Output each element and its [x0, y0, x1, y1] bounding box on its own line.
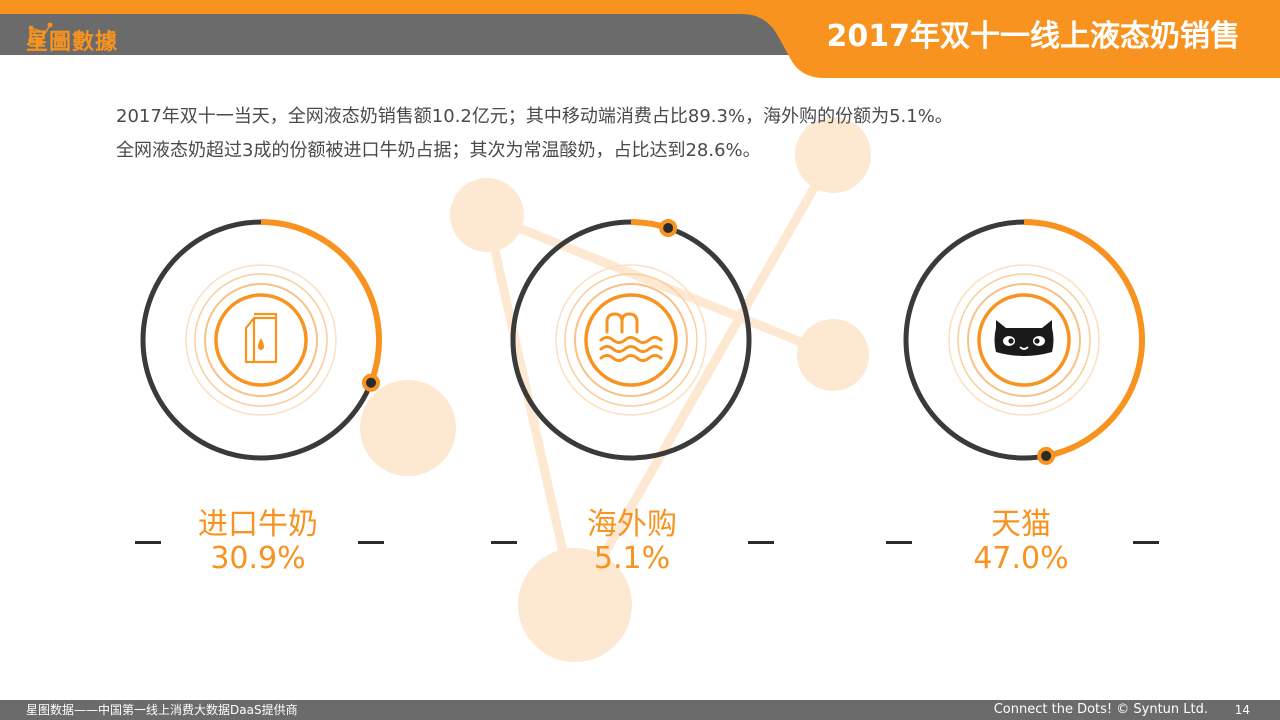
gauge-knob-center: [663, 223, 674, 234]
gauge-overseas-purchase: [501, 210, 761, 470]
page-number: 14: [1234, 703, 1250, 717]
stat-imported-milk: 进口牛奶 30.9%: [108, 508, 408, 576]
header-bar: 星圖數據 2017年双十一线上液态奶销售: [0, 0, 1280, 80]
divider-dash: [135, 541, 161, 544]
stat-label: 进口牛奶: [198, 507, 318, 542]
gauge-progress-arc: [260, 219, 382, 384]
footer-copyright: Connect the Dots! © Syntun Ltd.: [993, 702, 1208, 717]
brand-logo: 星圖數據: [26, 20, 118, 60]
divider-dash: [358, 541, 384, 544]
divider-dash: [491, 541, 517, 544]
stat-tmall: 天猫 47.0%: [871, 508, 1171, 576]
intro-line-2: 全网液态奶超过3成的份额被进口牛奶占据；其次为常温酸奶，占比达到28.6%。: [116, 140, 761, 161]
tmall-cat-icon: [994, 320, 1054, 356]
divider-dash: [1133, 541, 1159, 544]
page-title: 2017年双十一线上液态奶销售: [826, 19, 1241, 54]
stat-value: 5.1%: [593, 541, 671, 576]
gauge-progress-arc: [1023, 219, 1145, 459]
gauge-tmall: [894, 210, 1154, 470]
stat-value: 47.0%: [973, 541, 1069, 576]
gauge-knob-center: [1041, 450, 1052, 461]
stat-overseas-purchase: 海外购 5.1%: [482, 508, 782, 576]
footer-bar: 星图数据——中国第一线上消费大数据DaaS提供商 Connect the Dot…: [0, 700, 1280, 720]
constellation-logo-icon: [28, 22, 53, 45]
milk-carton-icon: [244, 312, 278, 364]
intro-text: 2017年双十一当天，全网液态奶销售额10.2亿元；其中移动端消费占比89.3%…: [116, 100, 1216, 168]
stat-label: 海外购: [587, 507, 677, 542]
divider-dash: [748, 541, 774, 544]
waves-m-icon: [599, 312, 663, 362]
header-background: [0, 0, 1280, 78]
intro-line-1: 2017年双十一当天，全网液态奶销售额10.2亿元；其中移动端消费占比89.3%…: [116, 106, 953, 127]
gauge-imported-milk: [131, 210, 391, 470]
footer-tagline: 星图数据——中国第一线上消费大数据DaaS提供商: [26, 703, 298, 717]
stat-value: 30.9%: [210, 541, 306, 576]
gauge-knob-center: [365, 377, 376, 388]
divider-dash: [886, 541, 912, 544]
stat-label: 天猫: [991, 507, 1051, 542]
